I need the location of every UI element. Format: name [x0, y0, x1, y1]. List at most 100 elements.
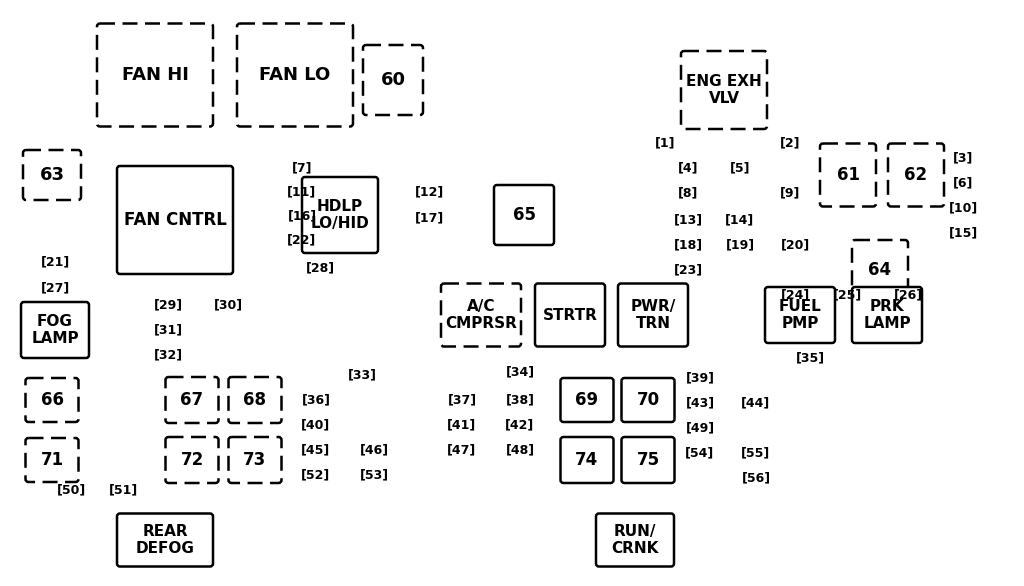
- Text: [56]: [56]: [741, 472, 771, 485]
- Text: [2]: [2]: [779, 137, 800, 149]
- Text: [36]: [36]: [301, 394, 331, 407]
- Text: 62: 62: [904, 166, 928, 184]
- Text: [7]: [7]: [292, 162, 312, 175]
- Text: FUEL
PMP: FUEL PMP: [778, 299, 821, 331]
- Text: 61: 61: [837, 166, 859, 184]
- Text: [33]: [33]: [347, 369, 377, 381]
- Text: REAR
DEFOG: REAR DEFOG: [135, 524, 195, 556]
- FancyBboxPatch shape: [888, 144, 944, 206]
- Text: PRK
LAMP: PRK LAMP: [863, 299, 910, 331]
- Text: [1]: [1]: [654, 137, 675, 149]
- Text: A/C
CMPRSR: A/C CMPRSR: [445, 299, 517, 331]
- FancyBboxPatch shape: [560, 437, 613, 483]
- FancyBboxPatch shape: [596, 513, 674, 567]
- Text: [41]: [41]: [447, 418, 476, 431]
- FancyBboxPatch shape: [302, 177, 378, 253]
- FancyBboxPatch shape: [22, 302, 89, 358]
- Text: [37]: [37]: [447, 394, 476, 407]
- Text: [50]: [50]: [57, 483, 87, 496]
- Text: 68: 68: [244, 391, 266, 409]
- Text: [44]: [44]: [741, 397, 771, 410]
- Text: PWR/
TRN: PWR/ TRN: [631, 299, 676, 331]
- Text: [4]: [4]: [678, 162, 698, 175]
- Text: [11]: [11]: [288, 186, 316, 199]
- Text: [39]: [39]: [685, 372, 715, 384]
- Text: 74: 74: [575, 451, 599, 469]
- FancyBboxPatch shape: [237, 23, 353, 127]
- Text: [23]: [23]: [674, 264, 702, 277]
- Text: [42]: [42]: [506, 418, 535, 431]
- FancyBboxPatch shape: [852, 287, 922, 343]
- FancyBboxPatch shape: [362, 45, 423, 115]
- FancyBboxPatch shape: [117, 166, 233, 274]
- Text: [49]: [49]: [685, 421, 715, 434]
- Text: ENG EXH
VLV: ENG EXH VLV: [686, 74, 762, 106]
- Text: 63: 63: [40, 166, 65, 184]
- Text: [40]: [40]: [301, 418, 331, 431]
- FancyBboxPatch shape: [228, 437, 282, 483]
- Text: [24]: [24]: [780, 288, 810, 302]
- FancyBboxPatch shape: [622, 378, 675, 422]
- Text: [51]: [51]: [110, 483, 138, 496]
- Text: [29]: [29]: [154, 298, 182, 312]
- Text: [47]: [47]: [447, 444, 476, 456]
- Text: [9]: [9]: [780, 186, 800, 199]
- Text: [13]: [13]: [674, 213, 702, 227]
- Text: [32]: [32]: [154, 349, 182, 362]
- Text: RUN/
CRNK: RUN/ CRNK: [611, 524, 658, 556]
- Text: [3]: [3]: [952, 152, 973, 165]
- Text: 73: 73: [244, 451, 266, 469]
- Text: [17]: [17]: [416, 212, 444, 224]
- Text: [21]: [21]: [40, 255, 70, 268]
- Text: [45]: [45]: [301, 444, 331, 456]
- FancyBboxPatch shape: [166, 377, 218, 423]
- Text: 65: 65: [512, 206, 536, 224]
- Text: 69: 69: [575, 391, 599, 409]
- Text: HDLP
LO/HID: HDLP LO/HID: [310, 199, 370, 231]
- Text: [31]: [31]: [154, 323, 182, 336]
- Text: [53]: [53]: [359, 468, 388, 482]
- FancyBboxPatch shape: [97, 23, 213, 127]
- FancyBboxPatch shape: [852, 240, 908, 300]
- Text: [20]: [20]: [780, 239, 810, 251]
- Text: [5]: [5]: [730, 162, 751, 175]
- FancyBboxPatch shape: [441, 284, 521, 346]
- Text: [15]: [15]: [948, 227, 978, 240]
- Text: FAN HI: FAN HI: [122, 66, 188, 84]
- Text: [25]: [25]: [834, 288, 862, 302]
- Text: [26]: [26]: [893, 288, 923, 302]
- FancyBboxPatch shape: [117, 513, 213, 567]
- FancyBboxPatch shape: [681, 51, 767, 129]
- Text: 70: 70: [637, 391, 659, 409]
- Text: [8]: [8]: [678, 186, 698, 199]
- Text: [28]: [28]: [305, 261, 335, 274]
- Text: [14]: [14]: [725, 213, 755, 227]
- Text: [19]: [19]: [725, 239, 755, 251]
- Text: [22]: [22]: [288, 233, 316, 247]
- Text: 75: 75: [637, 451, 659, 469]
- FancyBboxPatch shape: [166, 437, 218, 483]
- Text: [34]: [34]: [506, 366, 535, 379]
- FancyBboxPatch shape: [26, 438, 79, 482]
- Text: 67: 67: [180, 391, 204, 409]
- Text: 71: 71: [40, 451, 63, 469]
- Text: 72: 72: [180, 451, 204, 469]
- Text: FAN CNTRL: FAN CNTRL: [124, 211, 226, 229]
- Text: [6]: [6]: [952, 176, 973, 189]
- Text: FOG
LAMP: FOG LAMP: [31, 314, 79, 346]
- Text: [46]: [46]: [359, 444, 388, 456]
- FancyBboxPatch shape: [618, 284, 688, 346]
- FancyBboxPatch shape: [494, 185, 554, 245]
- FancyBboxPatch shape: [535, 284, 605, 346]
- Text: [35]: [35]: [796, 352, 824, 364]
- Text: [30]: [30]: [213, 298, 243, 312]
- Text: [27]: [27]: [40, 281, 70, 295]
- FancyBboxPatch shape: [622, 437, 675, 483]
- Text: [52]: [52]: [301, 468, 331, 482]
- Text: [43]: [43]: [685, 397, 715, 410]
- FancyBboxPatch shape: [23, 150, 81, 200]
- Text: [10]: [10]: [948, 202, 978, 214]
- FancyBboxPatch shape: [765, 287, 835, 343]
- Text: 66: 66: [41, 391, 63, 409]
- Text: [12]: [12]: [416, 186, 444, 199]
